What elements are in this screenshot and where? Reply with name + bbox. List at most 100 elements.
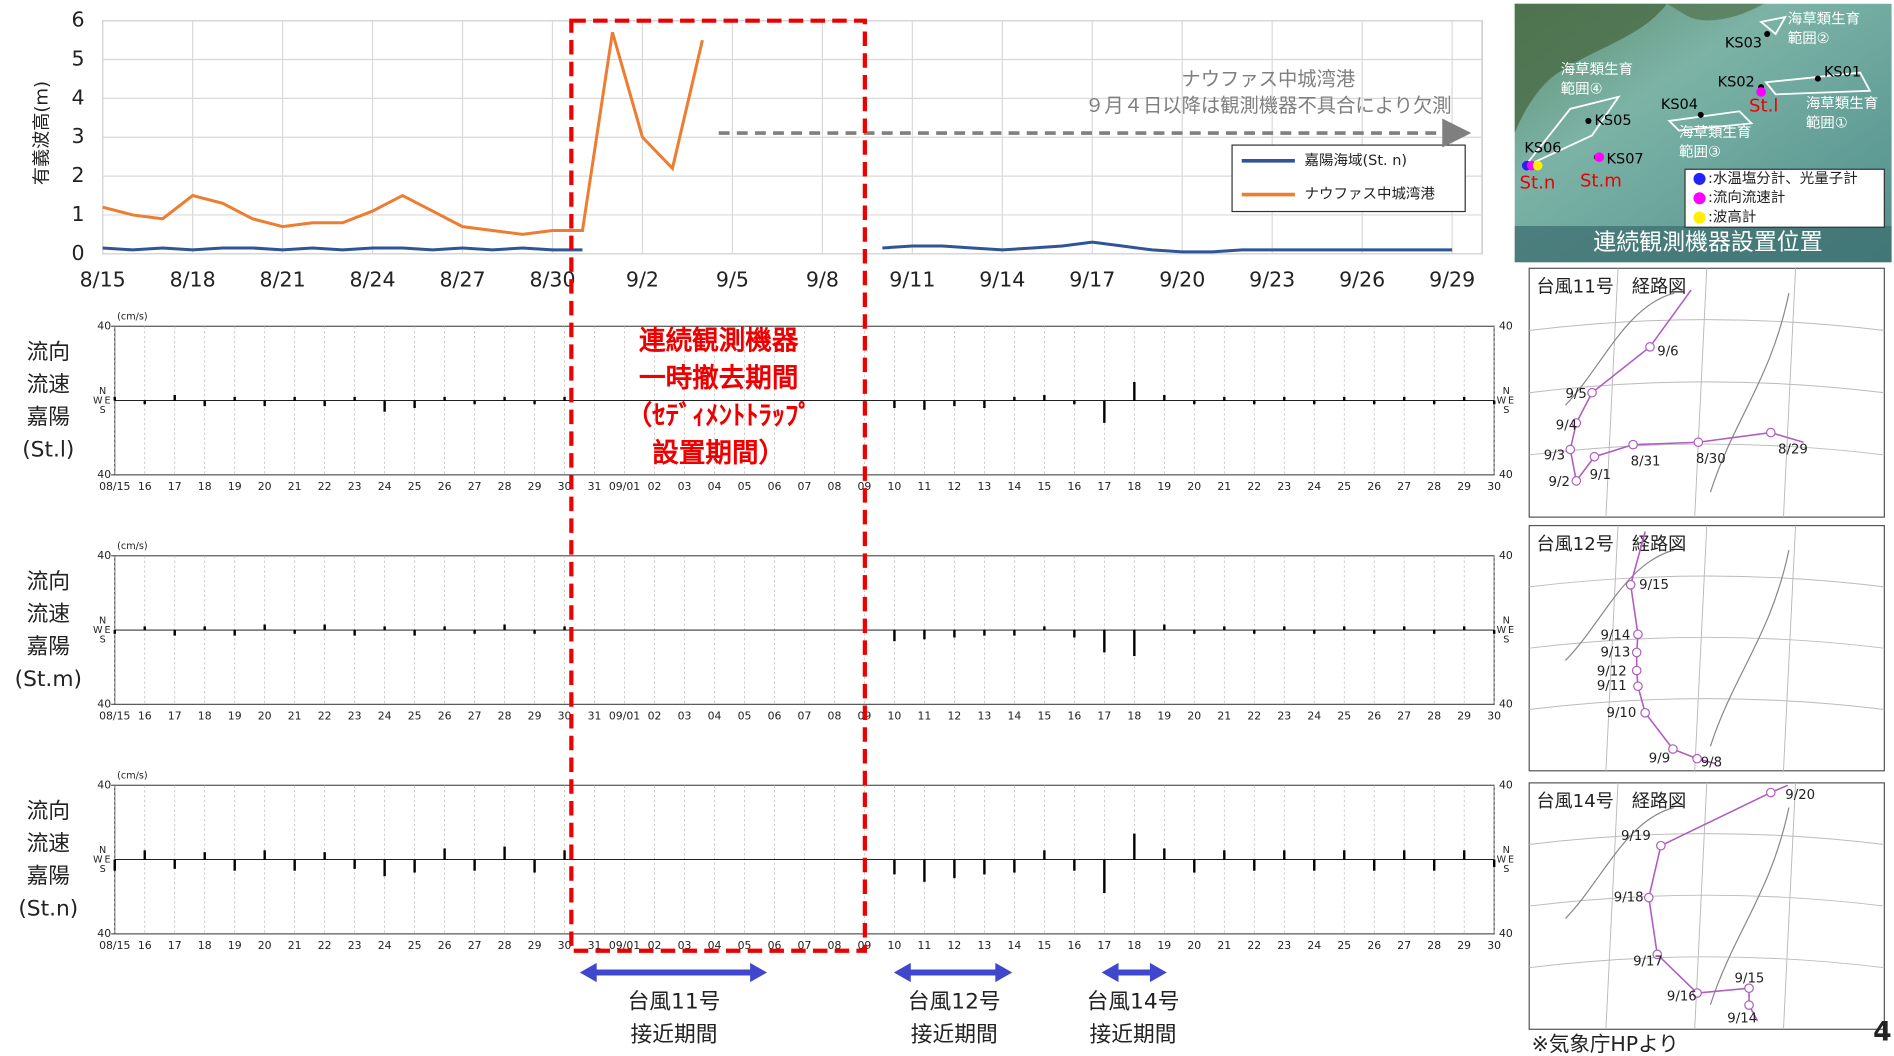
land [1666,3,1764,21]
graticule [1782,782,1797,1030]
y-tick-label: 0 [71,241,84,265]
station-row-label: 流向 [27,340,70,365]
removal-period-label: （ｾﾃﾞｨﾒﾝﾄﾄﾗｯﾌﾟ [626,400,812,431]
station-row-label: 流向 [27,569,70,594]
x-tick-label: 9/5 [716,267,749,291]
map-legend-dot [1693,172,1706,185]
map-legend-dot [1693,211,1706,224]
x-tick-label: 27 [468,709,482,722]
x-tick-label: 9/26 [1339,267,1385,291]
track-date: 9/2 [1549,475,1570,490]
compass: W [93,855,103,866]
y-tick-label: 6 [71,8,84,32]
track-date: 8/29 [1778,442,1808,457]
approach-label: 接近期間 [1090,1022,1177,1047]
track-point [1652,949,1663,960]
area-label: 海草類生育 [1788,10,1860,27]
x-tick-label: 30 [558,709,572,722]
station-row-label: (St.m) [15,667,82,692]
track-point [1589,451,1600,462]
graticule [1605,525,1619,771]
station-label: KS01 [1824,65,1861,81]
x-tick-label: 02 [648,709,662,722]
coastline [1565,549,1790,747]
instrument-label: St.l [1749,95,1778,116]
typhoon-map-title: 台風12号 経路図 [1536,534,1686,555]
x-tick-label: 9/17 [1069,267,1115,291]
x-tick-label: 29 [528,709,542,722]
x-tick-label: 24 [378,480,392,493]
y-tick-label: 40 [1499,549,1513,562]
x-tick-label: 24 [378,709,392,722]
x-tick-label: 10 [888,480,902,493]
x-tick-label: 16 [138,709,152,722]
x-tick-label: 13 [977,709,991,722]
x-tick-label: 07 [798,709,812,722]
x-tick-label: 12 [947,480,961,493]
track-date: 9/14 [1727,1011,1757,1026]
x-tick-label: 19 [1157,480,1171,493]
y-tick-label: 40 [97,697,111,710]
graticule [1694,525,1708,771]
map-legend-dot [1693,192,1706,205]
track-date: 9/19 [1621,829,1651,844]
x-tick-label: 07 [798,480,812,493]
instrument-label: St.m [1580,170,1622,191]
graticule [1529,636,1885,649]
x-tick-label: 04 [708,480,722,493]
compass: S [100,864,106,875]
x-tick-label: 14 [1007,709,1021,722]
y-tick-label: 40 [1499,468,1513,481]
compass: S [1503,864,1509,875]
track-point [1656,840,1666,851]
y-tick-label: 2 [71,163,84,187]
x-tick-label: 25 [408,709,422,722]
x-tick-label: 8/18 [170,267,216,291]
x-tick-label: 20 [1187,480,1201,493]
y-tick-label: 40 [1499,927,1513,940]
instrument-label: St.n [1520,173,1556,194]
compass: S [1503,635,1509,646]
track-point [1692,753,1702,764]
annotation: ナウファス中城湾港 [1181,67,1355,90]
graticule [1529,698,1885,710]
track-date: 9/12 [1597,665,1627,680]
y-tick-label: 3 [71,124,84,148]
area-label: 範囲② [1788,29,1830,47]
track-point [1643,892,1654,903]
graticule [1529,833,1885,845]
x-tick-label: 16 [1067,480,1081,493]
x-tick-label: 25 [1337,709,1351,722]
x-tick-label: 25 [1337,939,1351,952]
y-tick-label: 40 [97,468,111,481]
graticule [1529,575,1885,588]
area-label: 範囲③ [1679,142,1721,160]
x-tick-label: 22 [318,480,332,493]
approach-label: 接近期間 [911,1022,998,1047]
x-tick-label: 08 [828,480,842,493]
track-point [1765,427,1776,438]
x-tick-label: 09/01 [609,709,640,722]
compass: S [100,405,106,416]
x-tick-label: 20 [258,709,272,722]
x-tick-label: 17 [1097,480,1111,493]
seaweed-area [1764,71,1872,96]
x-tick-label: 9/20 [1159,267,1205,291]
x-tick-label: 10 [888,709,902,722]
x-tick-label: 19 [1157,939,1171,952]
station-row-label: 嘉陽 [27,864,70,889]
x-tick-label: 21 [288,480,302,493]
compass: S [100,635,106,646]
x-tick-label: 28 [498,709,512,722]
x-tick-label: 19 [228,939,242,952]
x-tick-label: 17 [168,709,182,722]
compass: E [1508,625,1514,636]
x-tick-label: 25 [1337,480,1351,493]
removal-period-label: 設置期間） [652,438,785,469]
page-number: 4 [1873,1016,1891,1047]
y-tick-label: 5 [71,47,84,71]
typhoon-map-title: 台風11号 経路図 [1536,277,1686,298]
station-row-label: 流向 [27,799,70,824]
x-tick-label: 12 [947,709,961,722]
